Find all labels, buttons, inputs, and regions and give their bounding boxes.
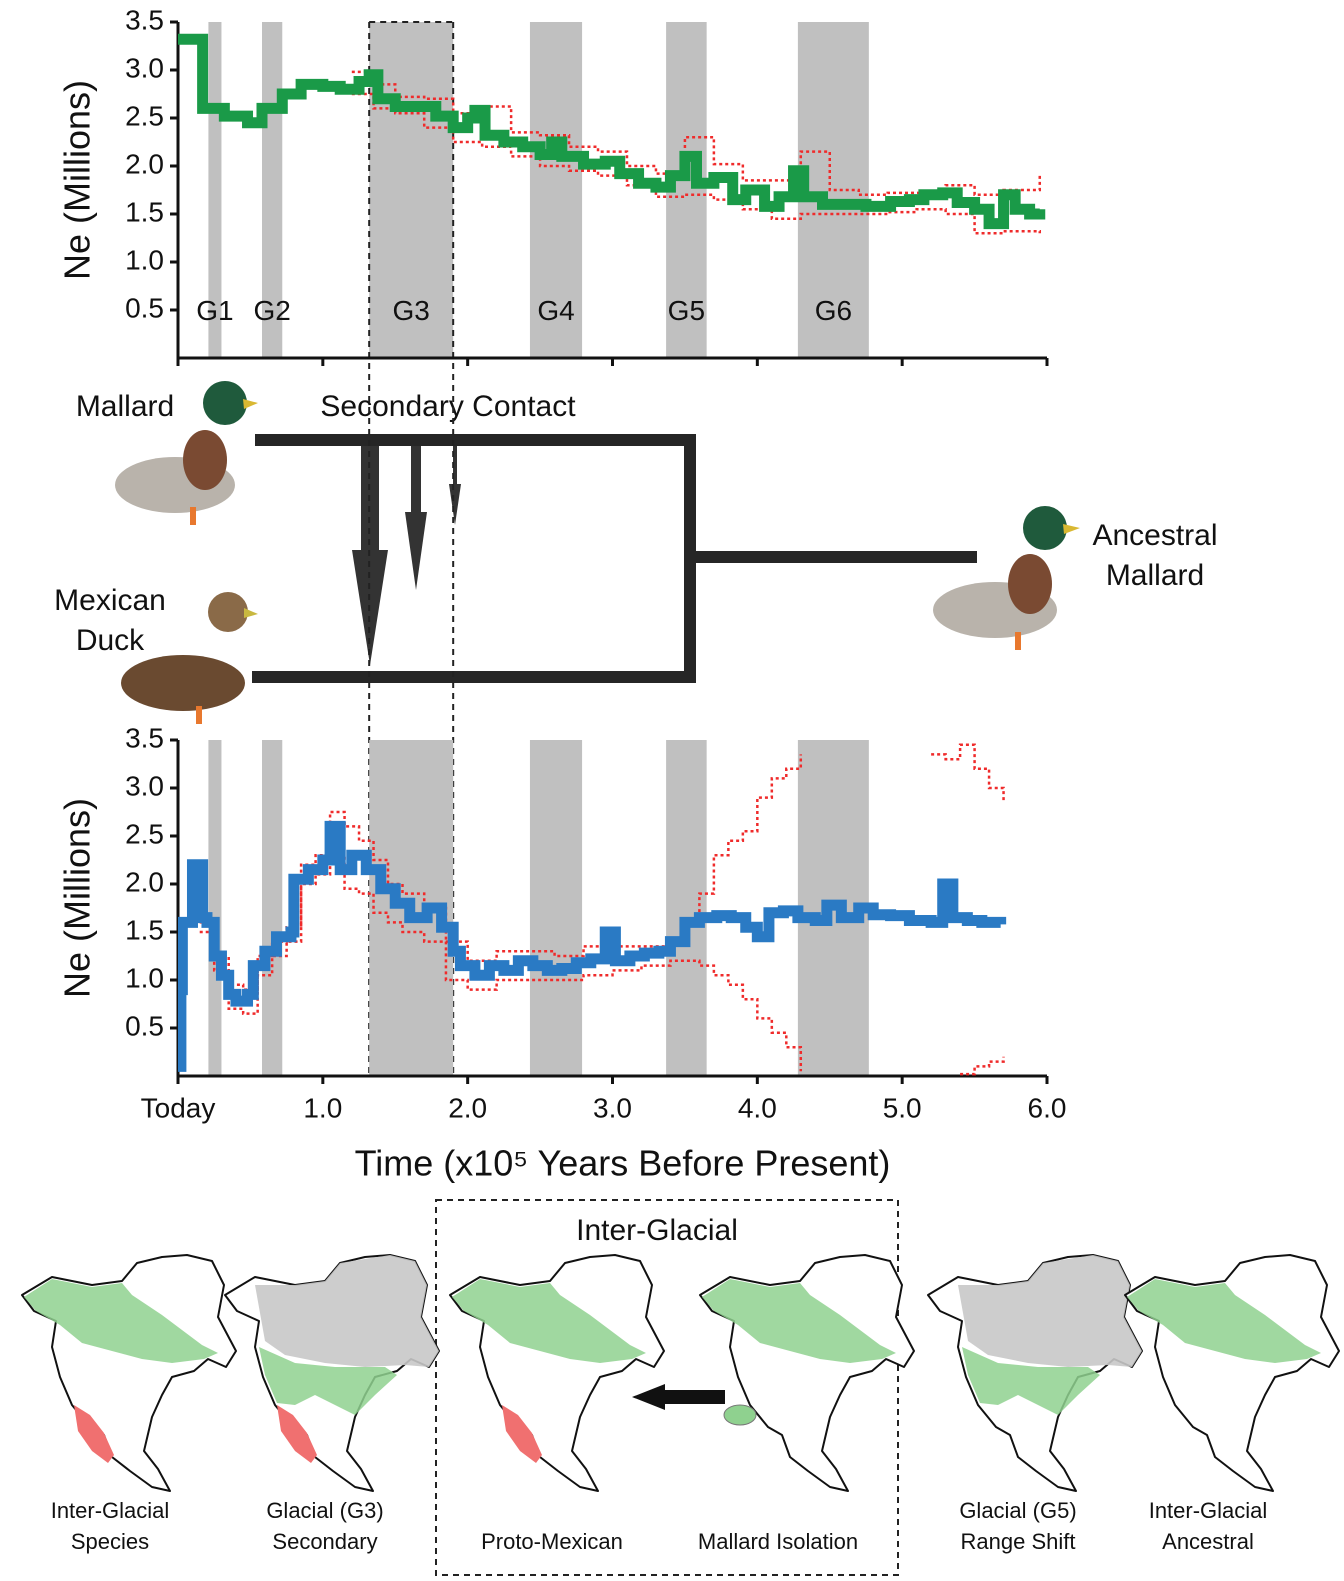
- y-tick-label: 2.5: [125, 818, 164, 849]
- ne-line: [178, 820, 1007, 1072]
- label: Mexican: [54, 584, 166, 617]
- map-caption: Glacial (G3): [266, 1498, 383, 1523]
- mexican-duck-icon: [121, 592, 258, 724]
- map-caption: Mallard Isolation: [698, 1529, 858, 1554]
- map-caption: Ancestral: [1162, 1529, 1254, 1554]
- series-group: [178, 33, 1046, 235]
- band-label: G2: [253, 295, 290, 326]
- duck-head: [208, 592, 248, 632]
- x-tick-label: 3.0: [593, 1092, 632, 1123]
- label: Duck: [76, 624, 145, 657]
- duck-body: [121, 655, 245, 711]
- x-axis-title: Time (x10⁵ Years Before Present): [355, 1143, 891, 1184]
- y-tick-label: 3.0: [125, 52, 164, 83]
- y-tick-label: 1.0: [125, 962, 164, 993]
- series-group: [178, 743, 1007, 1076]
- confidence-bound: [931, 743, 1005, 803]
- map: [1124, 1254, 1340, 1492]
- label: Ancestral: [1092, 519, 1217, 552]
- duck-bill: [1063, 524, 1080, 534]
- confidence-bound: [960, 1056, 1005, 1076]
- map-caption: Inter-Glacial: [1149, 1498, 1268, 1523]
- label: Mallard: [76, 390, 174, 423]
- label: Secondary Contact: [320, 390, 576, 423]
- y-axis-title: Ne (Millions): [57, 798, 98, 998]
- duck-head: [203, 381, 247, 425]
- map: [449, 1254, 665, 1492]
- map-group-title: Inter-Glacial: [576, 1214, 738, 1247]
- map: [21, 1254, 237, 1492]
- ancestral-mallard-icon: [933, 506, 1080, 650]
- y-tick-label: 1.0: [125, 244, 164, 275]
- x-tick-label: Today: [141, 1092, 216, 1123]
- x-tick-label: 6.0: [1028, 1092, 1067, 1123]
- x-tick-label: 4.0: [738, 1092, 777, 1123]
- band-label: G6: [815, 295, 852, 326]
- arrow-shaft: [411, 446, 421, 516]
- y-tick-label: 0.5: [125, 292, 164, 323]
- chart: 0.5 1.0 1.5 2.0 2.5 3.0 3.5 Today 1.0 2.0 3.0 4.0 5.…: [57, 722, 1067, 1183]
- x-tick-label: 5.0: [883, 1092, 922, 1123]
- arrow-head: [449, 484, 461, 525]
- inter-glacial-box: [435, 1199, 899, 1576]
- x-tick-label: 2.0: [448, 1092, 487, 1123]
- map-caption: Species: [71, 1529, 149, 1554]
- glacial-band: [666, 740, 707, 1076]
- map-caption: Inter-Glacial: [51, 1498, 170, 1523]
- label: Mallard: [1106, 559, 1204, 592]
- duck-chest: [1008, 554, 1052, 614]
- y-tick-label: 3.5: [125, 722, 164, 753]
- map-caption: Glacial (G5): [959, 1498, 1076, 1523]
- chart: G1 G2 G3 G4 G5 G6 0.5 1.0 1.5 2.0 2.5 3.0 3.5 Ne (Mil…: [57, 4, 1049, 1076]
- glacial-band: [797, 22, 869, 358]
- ne-line: [178, 33, 1046, 230]
- duck-head: [1023, 506, 1067, 550]
- duck-chest: [183, 430, 227, 490]
- tree-lines: [252, 434, 977, 683]
- glacial-band: [262, 740, 283, 1076]
- y-tick-label: 3.0: [125, 770, 164, 801]
- glacial-band: [529, 740, 583, 1076]
- glacial-band: [529, 22, 583, 358]
- arrow-head: [405, 512, 427, 590]
- confidence-bound: [351, 92, 1042, 235]
- y-tick-label: 1.5: [125, 196, 164, 227]
- y-tick-label: 2.5: [125, 100, 164, 131]
- duck-leg: [1015, 632, 1021, 650]
- y-tick-label: 0.5: [125, 1010, 164, 1041]
- map-caption: Proto-Mexican: [481, 1529, 623, 1554]
- map: [927, 1254, 1143, 1492]
- map-caption: Secondary: [272, 1529, 377, 1554]
- migration-arrow: [632, 1384, 725, 1410]
- glacial-band: [208, 740, 222, 1076]
- y-tick-label: 3.5: [125, 4, 164, 35]
- duck-bill: [243, 399, 258, 409]
- map-caption: Range Shift: [961, 1529, 1076, 1554]
- duck-leg: [196, 706, 202, 724]
- band-label: G4: [537, 295, 574, 326]
- arrow-shaft: [453, 446, 457, 486]
- duck-leg: [190, 507, 196, 525]
- duck-bill: [244, 608, 258, 618]
- y-tick-label: 2.0: [125, 148, 164, 179]
- y-axis-title: Ne (Millions): [57, 80, 98, 280]
- y-tick-label: 1.5: [125, 914, 164, 945]
- x-tick-label: 1.0: [303, 1092, 342, 1123]
- phylogeny: [252, 434, 977, 683]
- band-label: G5: [668, 295, 705, 326]
- y-tick-label: 2.0: [125, 866, 164, 897]
- confidence-bound: [199, 754, 803, 991]
- band-label: G1: [196, 295, 233, 326]
- map: [699, 1254, 915, 1492]
- band-label: G3: [393, 295, 430, 326]
- map: [224, 1254, 440, 1492]
- mallard-icon: [115, 381, 258, 525]
